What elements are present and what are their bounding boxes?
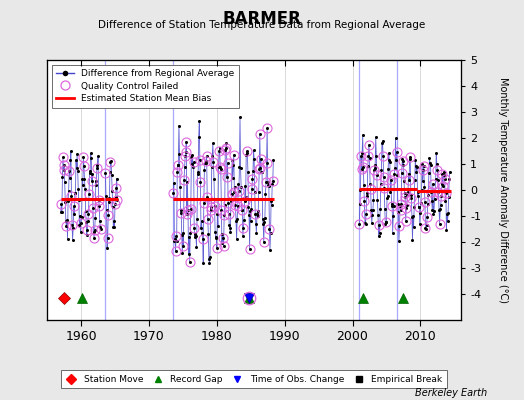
Legend: Station Move, Record Gap, Time of Obs. Change, Empirical Break: Station Move, Record Gap, Time of Obs. C… bbox=[61, 370, 447, 388]
Y-axis label: Monthly Temperature Anomaly Difference (°C): Monthly Temperature Anomaly Difference (… bbox=[498, 77, 508, 303]
Text: Berkeley Earth: Berkeley Earth bbox=[415, 388, 487, 398]
Text: Difference of Station Temperature Data from Regional Average: Difference of Station Temperature Data f… bbox=[99, 20, 425, 30]
Text: BARMER: BARMER bbox=[223, 10, 301, 28]
